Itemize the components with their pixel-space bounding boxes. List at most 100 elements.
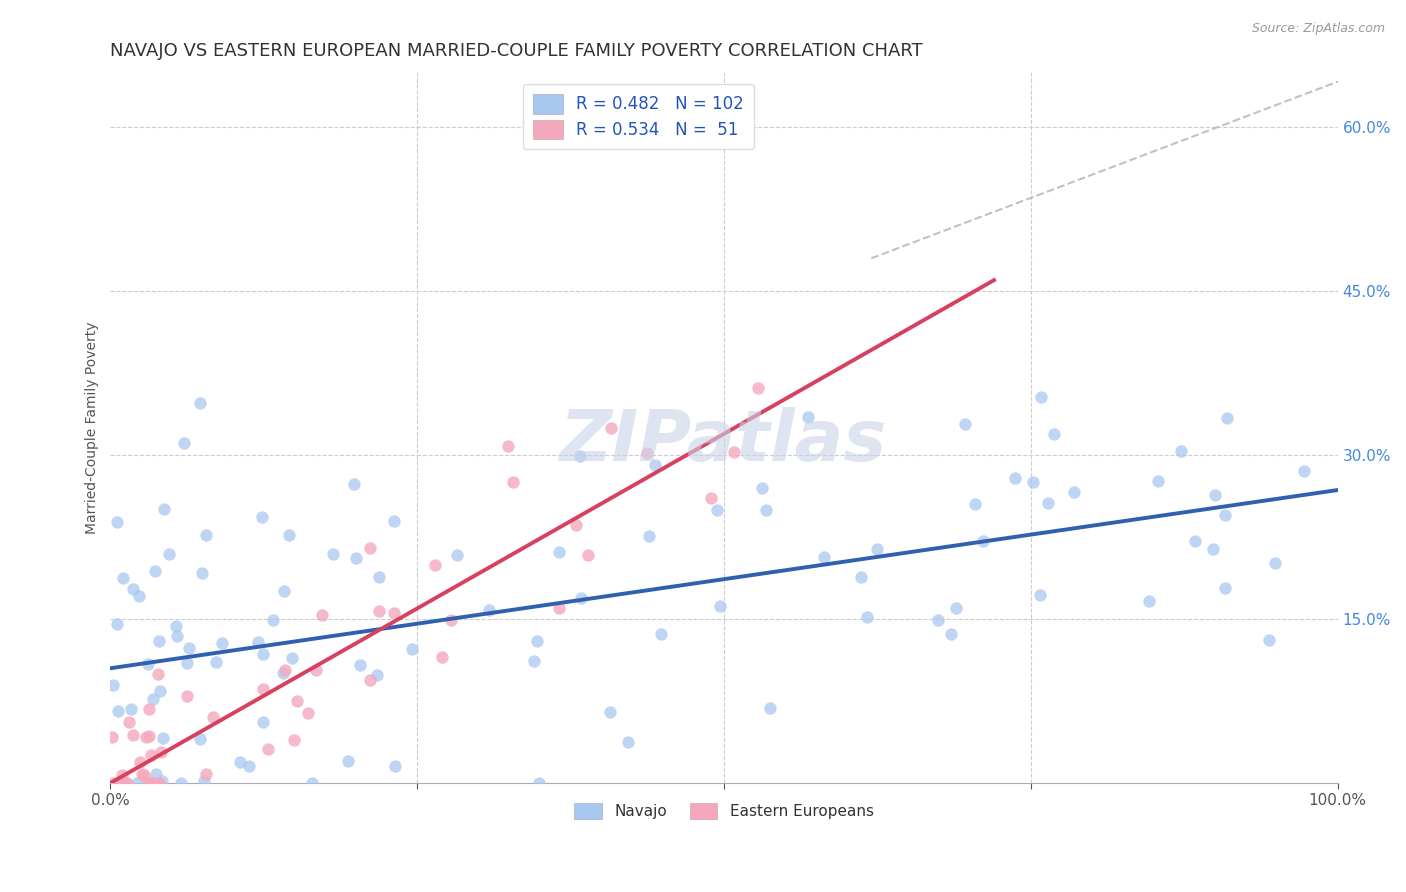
Point [699,491,721,505]
Point [636,446,658,460]
Point [179,640,201,655]
Point [1215,508,1237,522]
Point [146,776,169,790]
Point [477,603,499,617]
Point [927,613,949,627]
Point [250,510,273,524]
Point [384,759,406,773]
Point [150,774,173,789]
Point [283,733,305,747]
Point [195,767,218,781]
Point [382,607,405,621]
Text: ZIPatlas: ZIPatlas [561,408,887,476]
Point [157,547,180,561]
Point [176,689,198,703]
Point [797,410,820,425]
Point [132,767,155,781]
Point [112,571,135,585]
Point [128,589,150,603]
Point [706,502,728,516]
Point [238,758,260,772]
Point [131,767,153,781]
Point [953,417,976,432]
Point [278,528,301,542]
Legend: Navajo, Eastern Europeans: Navajo, Eastern Europeans [568,797,880,825]
Point [138,729,160,743]
Point [359,541,381,556]
Point [252,647,274,661]
Point [138,776,160,790]
Text: NAVAJO VS EASTERN EUROPEAN MARRIED-COUPLE FAMILY POVERTY CORRELATION CHART: NAVAJO VS EASTERN EUROPEAN MARRIED-COUPL… [111,42,924,60]
Point [285,693,308,707]
Point [105,515,128,529]
Point [349,657,371,672]
Point [855,610,877,624]
Point [496,438,519,452]
Point [125,776,148,790]
Point [195,527,218,541]
Point [866,541,889,556]
Point [150,745,173,759]
Point [751,481,773,495]
Point [723,445,745,459]
Point [165,618,187,632]
Point [145,766,167,780]
Point [945,600,967,615]
Point [257,741,280,756]
Point [107,704,129,718]
Point [346,551,368,566]
Point [1264,556,1286,570]
Point [322,547,344,561]
Point [247,635,270,649]
Point [202,709,225,723]
Point [644,458,666,473]
Point [965,497,987,511]
Point [141,776,163,790]
Point [527,776,550,790]
Point [1036,496,1059,510]
Point [301,776,323,790]
Point [368,604,391,618]
Point [1042,426,1064,441]
Point [191,566,214,580]
Point [1184,533,1206,548]
Point [548,600,571,615]
Point [121,728,143,742]
Point [1202,541,1225,556]
Point [101,678,124,692]
Point [1029,390,1052,404]
Point [638,529,661,543]
Point [747,381,769,395]
Point [337,754,360,768]
Point [281,651,304,665]
Point [446,549,468,563]
Point [149,684,172,698]
Point [599,705,621,719]
Point [188,396,211,410]
Point [382,514,405,528]
Point [129,756,152,770]
Point [228,755,250,769]
Point [118,714,141,729]
Point [1063,485,1085,500]
Point [170,776,193,790]
Point [1147,474,1170,488]
Point [146,667,169,681]
Point [211,636,233,650]
Point [103,776,125,790]
Point [1170,443,1192,458]
Point [565,517,588,532]
Point [252,714,274,729]
Point [252,682,274,697]
Point [359,673,381,687]
Point [152,731,174,745]
Point [148,633,170,648]
Point [650,627,672,641]
Point [366,668,388,682]
Point [523,654,546,668]
Point [755,503,778,517]
Point [173,435,195,450]
Point [343,476,366,491]
Point [941,627,963,641]
Point [569,591,592,606]
